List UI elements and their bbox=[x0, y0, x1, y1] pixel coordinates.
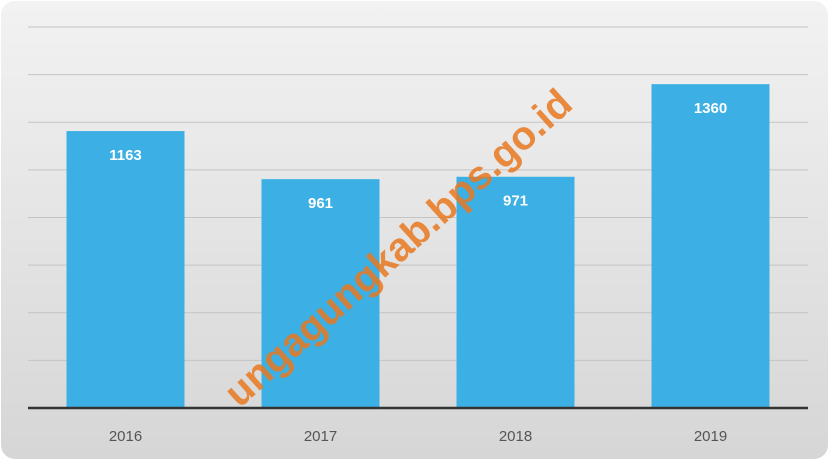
data-label: 961 bbox=[308, 195, 333, 212]
x-tick-label: 2018 bbox=[499, 428, 532, 445]
bar bbox=[456, 176, 575, 408]
data-label: 1163 bbox=[109, 147, 142, 164]
data-label: 1360 bbox=[694, 100, 727, 117]
x-tick-label: 2017 bbox=[304, 428, 337, 445]
bar bbox=[651, 84, 770, 409]
bar bbox=[66, 131, 185, 409]
bar bbox=[261, 179, 380, 408]
data-label: 971 bbox=[503, 193, 528, 210]
x-tick-label: 2019 bbox=[694, 428, 727, 445]
plot-area: 1163 2016 961 2017 971 2018 1360 2019 bbox=[28, 26, 808, 445]
x-tick-label: 2016 bbox=[109, 428, 142, 445]
